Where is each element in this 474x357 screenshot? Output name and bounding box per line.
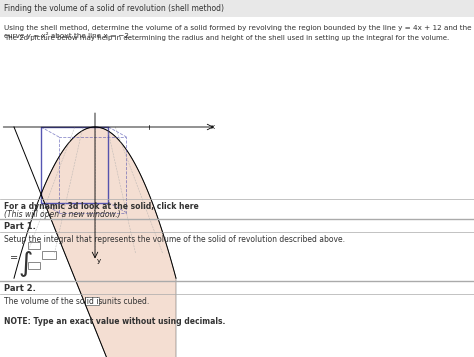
Text: Using the shell method, determine the volume of a solid formed by revolving the : Using the shell method, determine the vo… xyxy=(4,25,472,39)
Polygon shape xyxy=(41,127,176,357)
Text: Setup the integral that represents the volume of the solid of revolution describ: Setup the integral that represents the v… xyxy=(4,235,345,244)
Text: Part 2.: Part 2. xyxy=(4,284,36,293)
Text: =: = xyxy=(10,253,18,263)
Text: x: x xyxy=(211,124,215,130)
FancyBboxPatch shape xyxy=(28,262,40,269)
FancyBboxPatch shape xyxy=(28,242,40,249)
Bar xyxy=(41,127,109,203)
FancyBboxPatch shape xyxy=(85,297,99,305)
Bar xyxy=(0,0,474,17)
Text: units cubed.: units cubed. xyxy=(102,297,149,306)
Text: Finding the volume of a solid of revolution (shell method): Finding the volume of a solid of revolut… xyxy=(4,4,224,13)
Text: $\int$: $\int$ xyxy=(18,249,33,279)
Text: The volume of the solid is: The volume of the solid is xyxy=(4,297,102,306)
Text: The 2d picture below may help in determining the radius and height of the shell : The 2d picture below may help in determi… xyxy=(4,35,449,41)
FancyBboxPatch shape xyxy=(42,251,56,259)
Text: NOTE: Type an exact value without using decimals.: NOTE: Type an exact value without using … xyxy=(4,317,225,326)
Text: y: y xyxy=(97,258,101,265)
Text: For a dynamic 3d look at the solid, click here: For a dynamic 3d look at the solid, clic… xyxy=(4,202,199,211)
Text: (This will open a new window.): (This will open a new window.) xyxy=(4,210,120,219)
Text: Part 1.: Part 1. xyxy=(4,222,36,231)
